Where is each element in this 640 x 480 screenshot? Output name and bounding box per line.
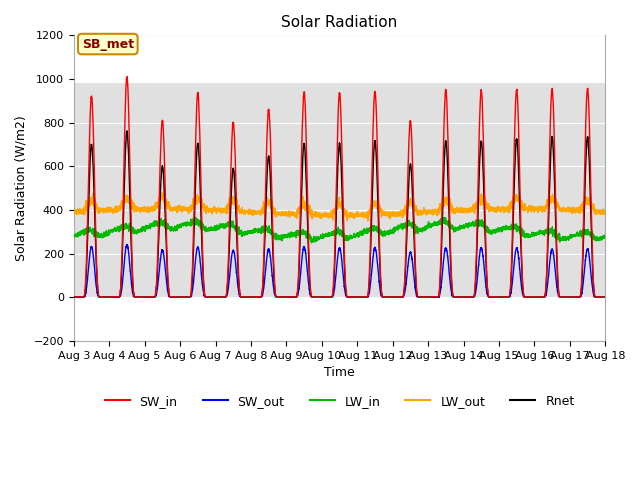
SW_in bbox=[124, 73, 131, 79]
LW_out bbox=[166, 205, 173, 211]
Rnet bbox=[459, 294, 467, 300]
LW_in bbox=[489, 228, 497, 233]
Rnet bbox=[601, 294, 609, 300]
LW_out bbox=[320, 214, 328, 219]
Line: Rnet: Rnet bbox=[74, 131, 605, 297]
LW_out bbox=[489, 208, 497, 214]
Line: SW_out: SW_out bbox=[74, 244, 605, 297]
Title: Solar Radiation: Solar Radiation bbox=[282, 15, 397, 30]
LW_out bbox=[601, 207, 609, 213]
Rnet bbox=[602, 294, 609, 300]
Bar bbox=[74, 84, 605, 297]
Line: SW_in: SW_in bbox=[74, 76, 605, 297]
Y-axis label: Solar Radiation (W/m2): Solar Radiation (W/m2) bbox=[15, 115, 28, 261]
Rnet bbox=[429, 294, 437, 300]
SW_out bbox=[601, 294, 609, 300]
LW_in bbox=[308, 240, 316, 246]
SW_in bbox=[601, 294, 609, 300]
SW_out bbox=[489, 294, 497, 300]
SW_in bbox=[166, 292, 173, 298]
SW_out bbox=[435, 294, 443, 300]
Text: SB_met: SB_met bbox=[82, 37, 134, 50]
LW_in bbox=[320, 232, 328, 238]
Rnet bbox=[320, 294, 328, 300]
SW_in bbox=[489, 294, 497, 300]
Line: LW_in: LW_in bbox=[74, 217, 605, 243]
SW_out bbox=[320, 294, 328, 300]
Rnet bbox=[489, 294, 497, 300]
Rnet bbox=[70, 294, 77, 300]
LW_in bbox=[165, 225, 173, 230]
Rnet bbox=[166, 293, 173, 299]
SW_out bbox=[459, 294, 467, 300]
SW_in bbox=[70, 294, 77, 300]
SW_out bbox=[602, 294, 609, 300]
LW_out bbox=[158, 190, 166, 195]
LW_out bbox=[364, 218, 372, 224]
LW_in bbox=[429, 222, 437, 228]
LW_in bbox=[601, 235, 609, 240]
Line: LW_out: LW_out bbox=[74, 192, 605, 221]
Rnet bbox=[124, 128, 131, 134]
SW_out bbox=[166, 294, 173, 300]
X-axis label: Time: Time bbox=[324, 366, 355, 379]
SW_out bbox=[123, 241, 131, 247]
LW_in bbox=[459, 223, 467, 229]
LW_out bbox=[602, 211, 609, 216]
SW_in bbox=[602, 294, 609, 300]
SW_in bbox=[320, 294, 328, 300]
LW_in bbox=[191, 215, 199, 220]
Legend: SW_in, SW_out, LW_in, LW_out, Rnet: SW_in, SW_out, LW_in, LW_out, Rnet bbox=[99, 390, 579, 413]
LW_out bbox=[70, 209, 77, 215]
LW_out bbox=[459, 207, 467, 213]
SW_out bbox=[429, 294, 437, 300]
LW_out bbox=[429, 209, 437, 215]
SW_out bbox=[70, 294, 77, 300]
LW_in bbox=[70, 232, 77, 238]
SW_in bbox=[459, 294, 467, 300]
SW_in bbox=[429, 294, 437, 300]
LW_in bbox=[602, 234, 609, 240]
